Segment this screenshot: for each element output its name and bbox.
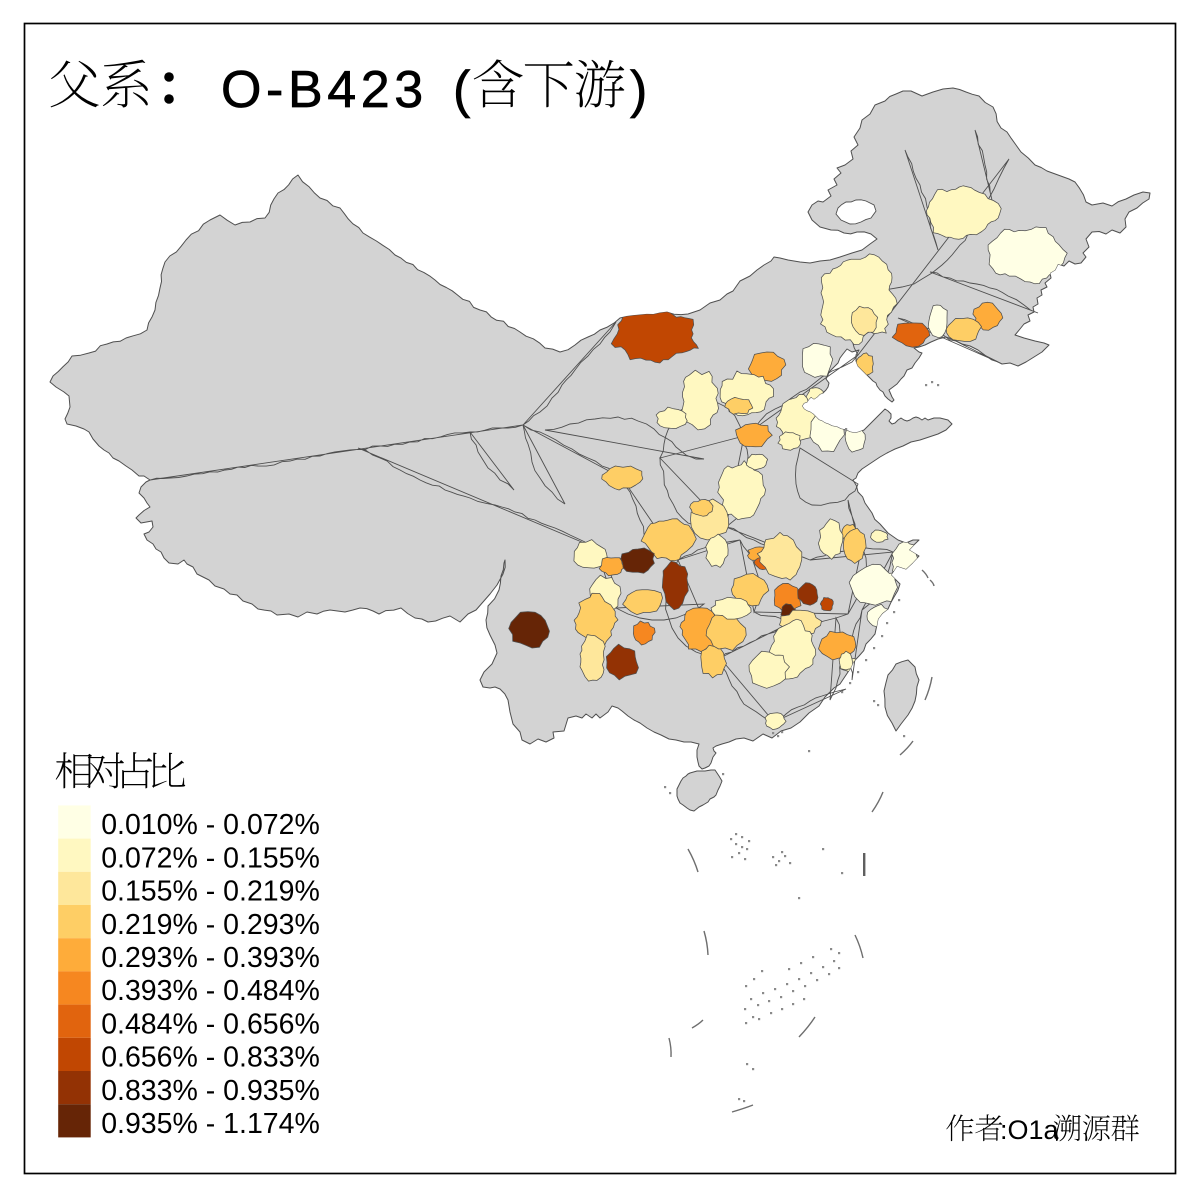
svg-text:O-B423: O-B423 bbox=[221, 61, 428, 119]
svg-text:0.484% - 0.656%: 0.484% - 0.656% bbox=[101, 1008, 320, 1040]
svg-text:0.010% - 0.072%: 0.010% - 0.072% bbox=[101, 809, 320, 841]
svg-text:0.935% - 1.174%: 0.935% - 1.174% bbox=[101, 1108, 320, 1140]
svg-text:0.155% - 0.219%: 0.155% - 0.219% bbox=[101, 876, 320, 908]
svg-text:0.072% - 0.155%: 0.072% - 0.155% bbox=[101, 842, 320, 874]
svg-text:0.219% - 0.293%: 0.219% - 0.293% bbox=[101, 909, 320, 941]
svg-text:): ) bbox=[630, 61, 647, 119]
svg-text:(: ( bbox=[453, 61, 471, 119]
svg-text::O1a: :O1a bbox=[1000, 1115, 1060, 1145]
svg-text:0.293% - 0.393%: 0.293% - 0.393% bbox=[101, 942, 320, 974]
svg-text:0.393% - 0.484%: 0.393% - 0.484% bbox=[101, 975, 320, 1007]
svg-text:0.656% - 0.833%: 0.656% - 0.833% bbox=[101, 1042, 320, 1074]
svg-text:0.833% - 0.935%: 0.833% - 0.935% bbox=[101, 1075, 320, 1107]
